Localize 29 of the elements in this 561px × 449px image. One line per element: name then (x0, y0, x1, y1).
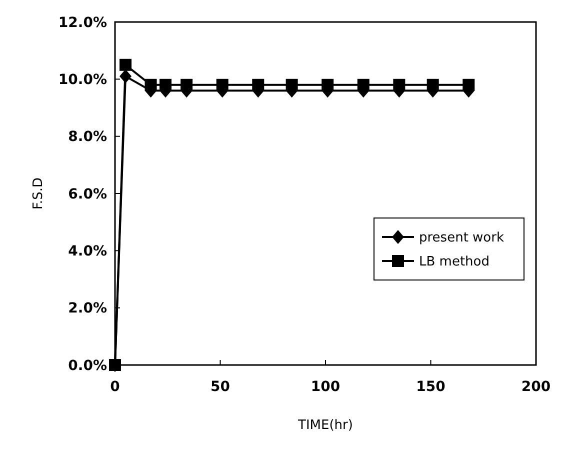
x-axis-title: TIME(hr) (297, 418, 353, 433)
y-tick-label: 6.0% (68, 186, 107, 202)
y-tick-label: 4.0% (68, 244, 107, 260)
y-tick-label: 0.0% (68, 358, 107, 374)
point (393, 78, 406, 91)
point (462, 78, 475, 91)
point (357, 78, 370, 91)
legend-label: present work (419, 230, 504, 246)
point (252, 78, 264, 91)
y-axis-title: F.S.D (31, 178, 46, 210)
point (180, 78, 193, 91)
x-tick-label: 0 (110, 379, 120, 395)
point (216, 78, 228, 91)
x-tick-label: 50 (210, 379, 230, 395)
point (160, 78, 172, 91)
point (426, 78, 439, 91)
y-tick-label: 2.0% (68, 300, 107, 317)
point (144, 78, 157, 91)
point (322, 78, 334, 91)
point (109, 359, 121, 371)
y-tick-label: 10.0% (58, 72, 107, 88)
point (286, 78, 298, 91)
y-tick-label: 8.0% (68, 129, 107, 146)
x-tick-label: 200 (521, 379, 551, 395)
point (120, 58, 132, 71)
x-tick-label: 150 (416, 379, 446, 395)
y-tick-label: 12.0% (58, 14, 107, 31)
legend-label: LB method (419, 254, 490, 270)
x-tick-label: 100 (310, 379, 340, 395)
